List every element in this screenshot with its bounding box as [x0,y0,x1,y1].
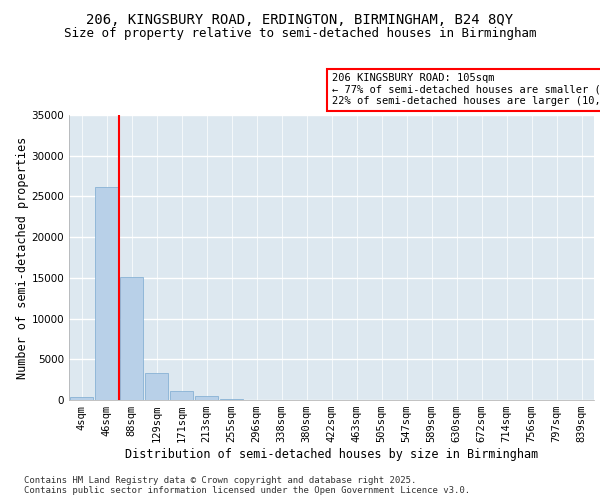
Bar [119,278,143,400]
Bar [220,399,244,400]
Bar [70,397,94,400]
Bar [95,188,118,400]
Bar [145,373,169,400]
Bar [170,392,193,400]
Text: Contains HM Land Registry data © Crown copyright and database right 2025.
Contai: Contains HM Land Registry data © Crown c… [24,476,470,495]
Text: 206 KINGSBURY ROAD: 105sqm
← 77% of semi-detached houses are smaller (35,711)
22: 206 KINGSBURY ROAD: 105sqm ← 77% of semi… [331,73,600,106]
Bar [194,396,218,400]
Text: Size of property relative to semi-detached houses in Birmingham: Size of property relative to semi-detach… [64,28,536,40]
Y-axis label: Number of semi-detached properties: Number of semi-detached properties [16,136,29,378]
Text: 206, KINGSBURY ROAD, ERDINGTON, BIRMINGHAM, B24 8QY: 206, KINGSBURY ROAD, ERDINGTON, BIRMINGH… [86,12,514,26]
X-axis label: Distribution of semi-detached houses by size in Birmingham: Distribution of semi-detached houses by … [125,448,538,461]
